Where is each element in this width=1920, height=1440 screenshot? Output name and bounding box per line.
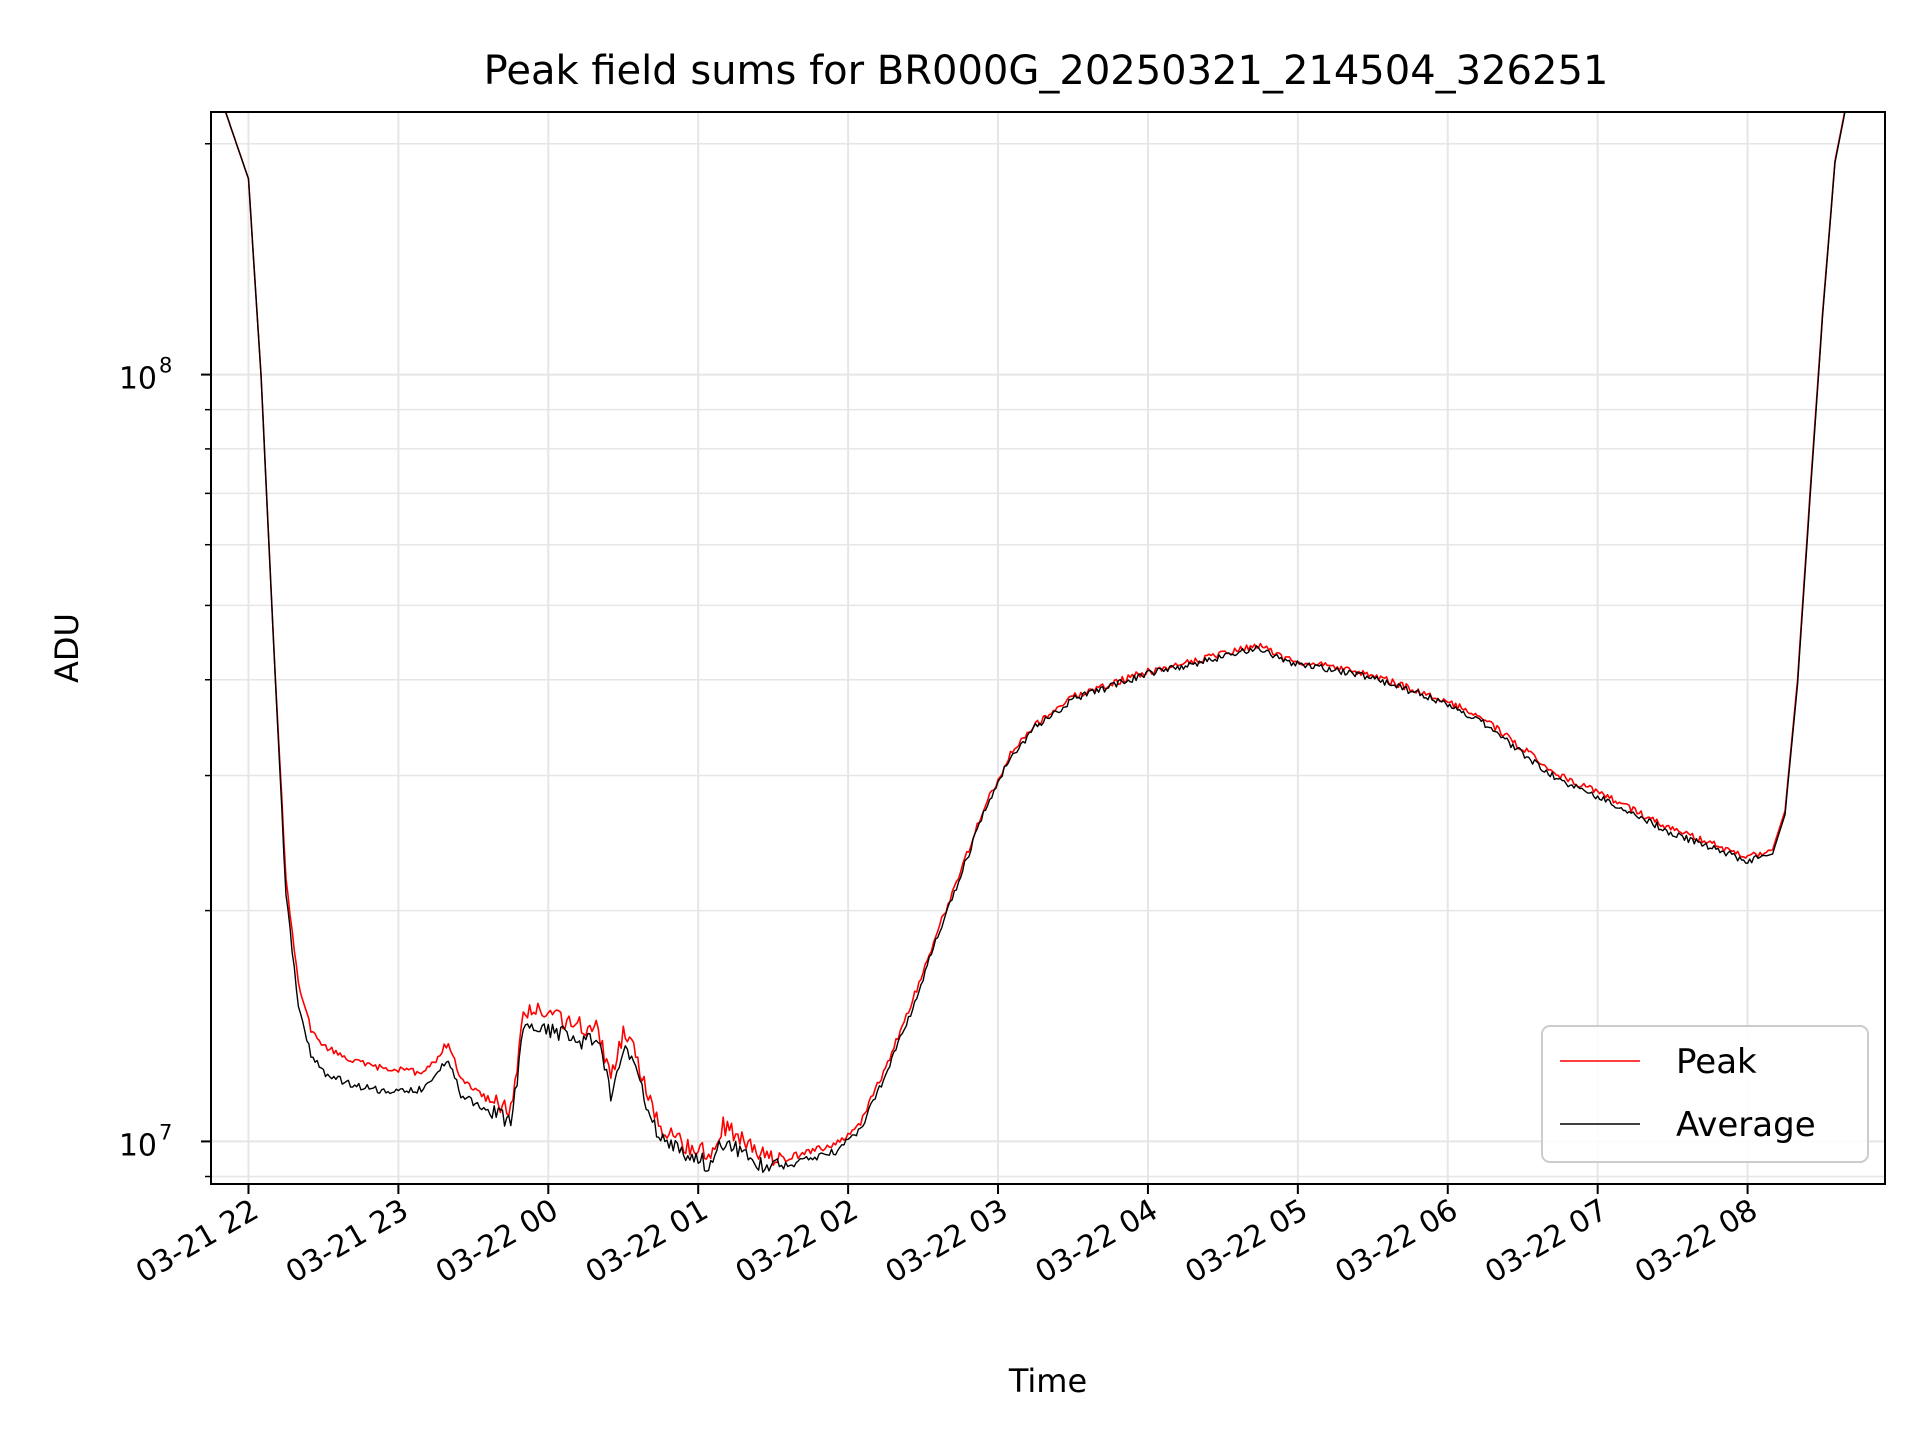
series-lines [224, 112, 1846, 1173]
legend-box [1541, 1025, 1869, 1163]
legend-label-average: Average [1676, 1105, 1816, 1145]
y-tick-label: 10 [119, 362, 157, 397]
x-axis-title: Time [1008, 1362, 1087, 1400]
chart-title: Peak field sums for BR000G_20250321_2145… [484, 48, 1609, 94]
legend: Peak Average [1541, 1025, 1869, 1163]
grid [211, 112, 1885, 1184]
plot-frame [210, 111, 1886, 1185]
y-tick-exponent: 8 [159, 354, 172, 378]
legend-label-peak: Peak [1676, 1042, 1757, 1082]
y-tick-exponent: 7 [159, 1120, 172, 1144]
y-tick-label: 10 [119, 1128, 157, 1163]
y-axis-title: ADU [48, 613, 86, 683]
series-line-average [224, 112, 1846, 1173]
series-line-peak [224, 112, 1846, 1166]
